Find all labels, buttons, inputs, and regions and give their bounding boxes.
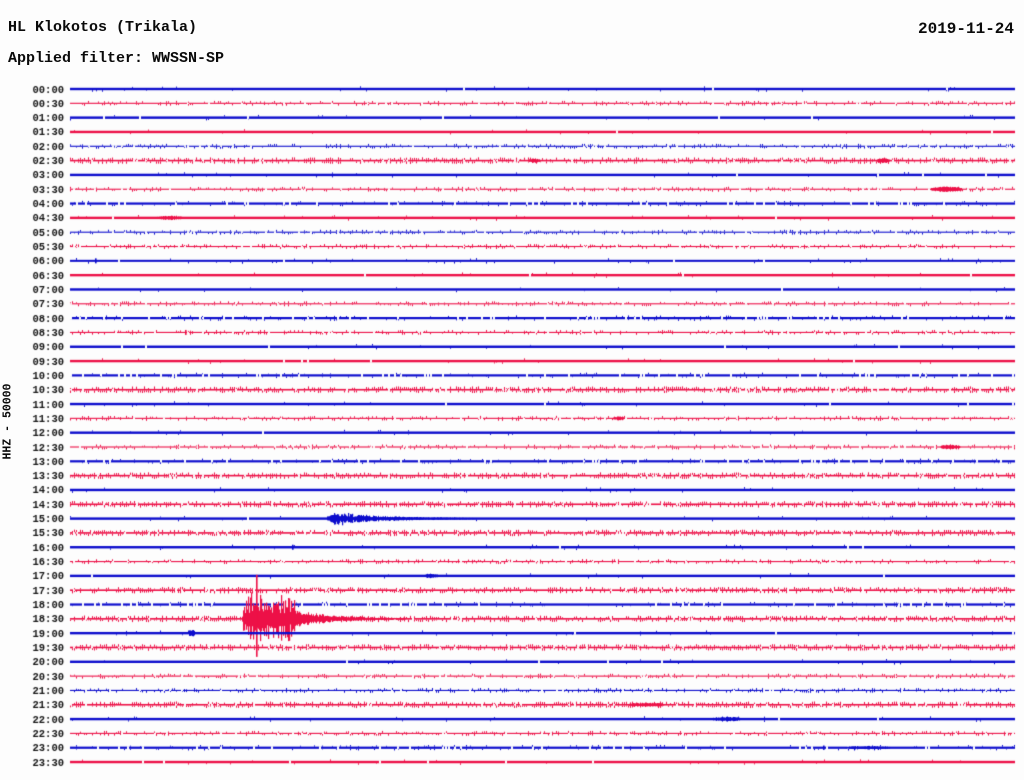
applied-filter-label: Applied filter: WWSSN-SP bbox=[8, 50, 225, 67]
channel-scale-label: HHZ - 50000 bbox=[1, 383, 15, 460]
plot-date: 2019-11-24 bbox=[917, 20, 1014, 38]
station-title: HL Klokotos (Trikala) bbox=[8, 19, 198, 36]
